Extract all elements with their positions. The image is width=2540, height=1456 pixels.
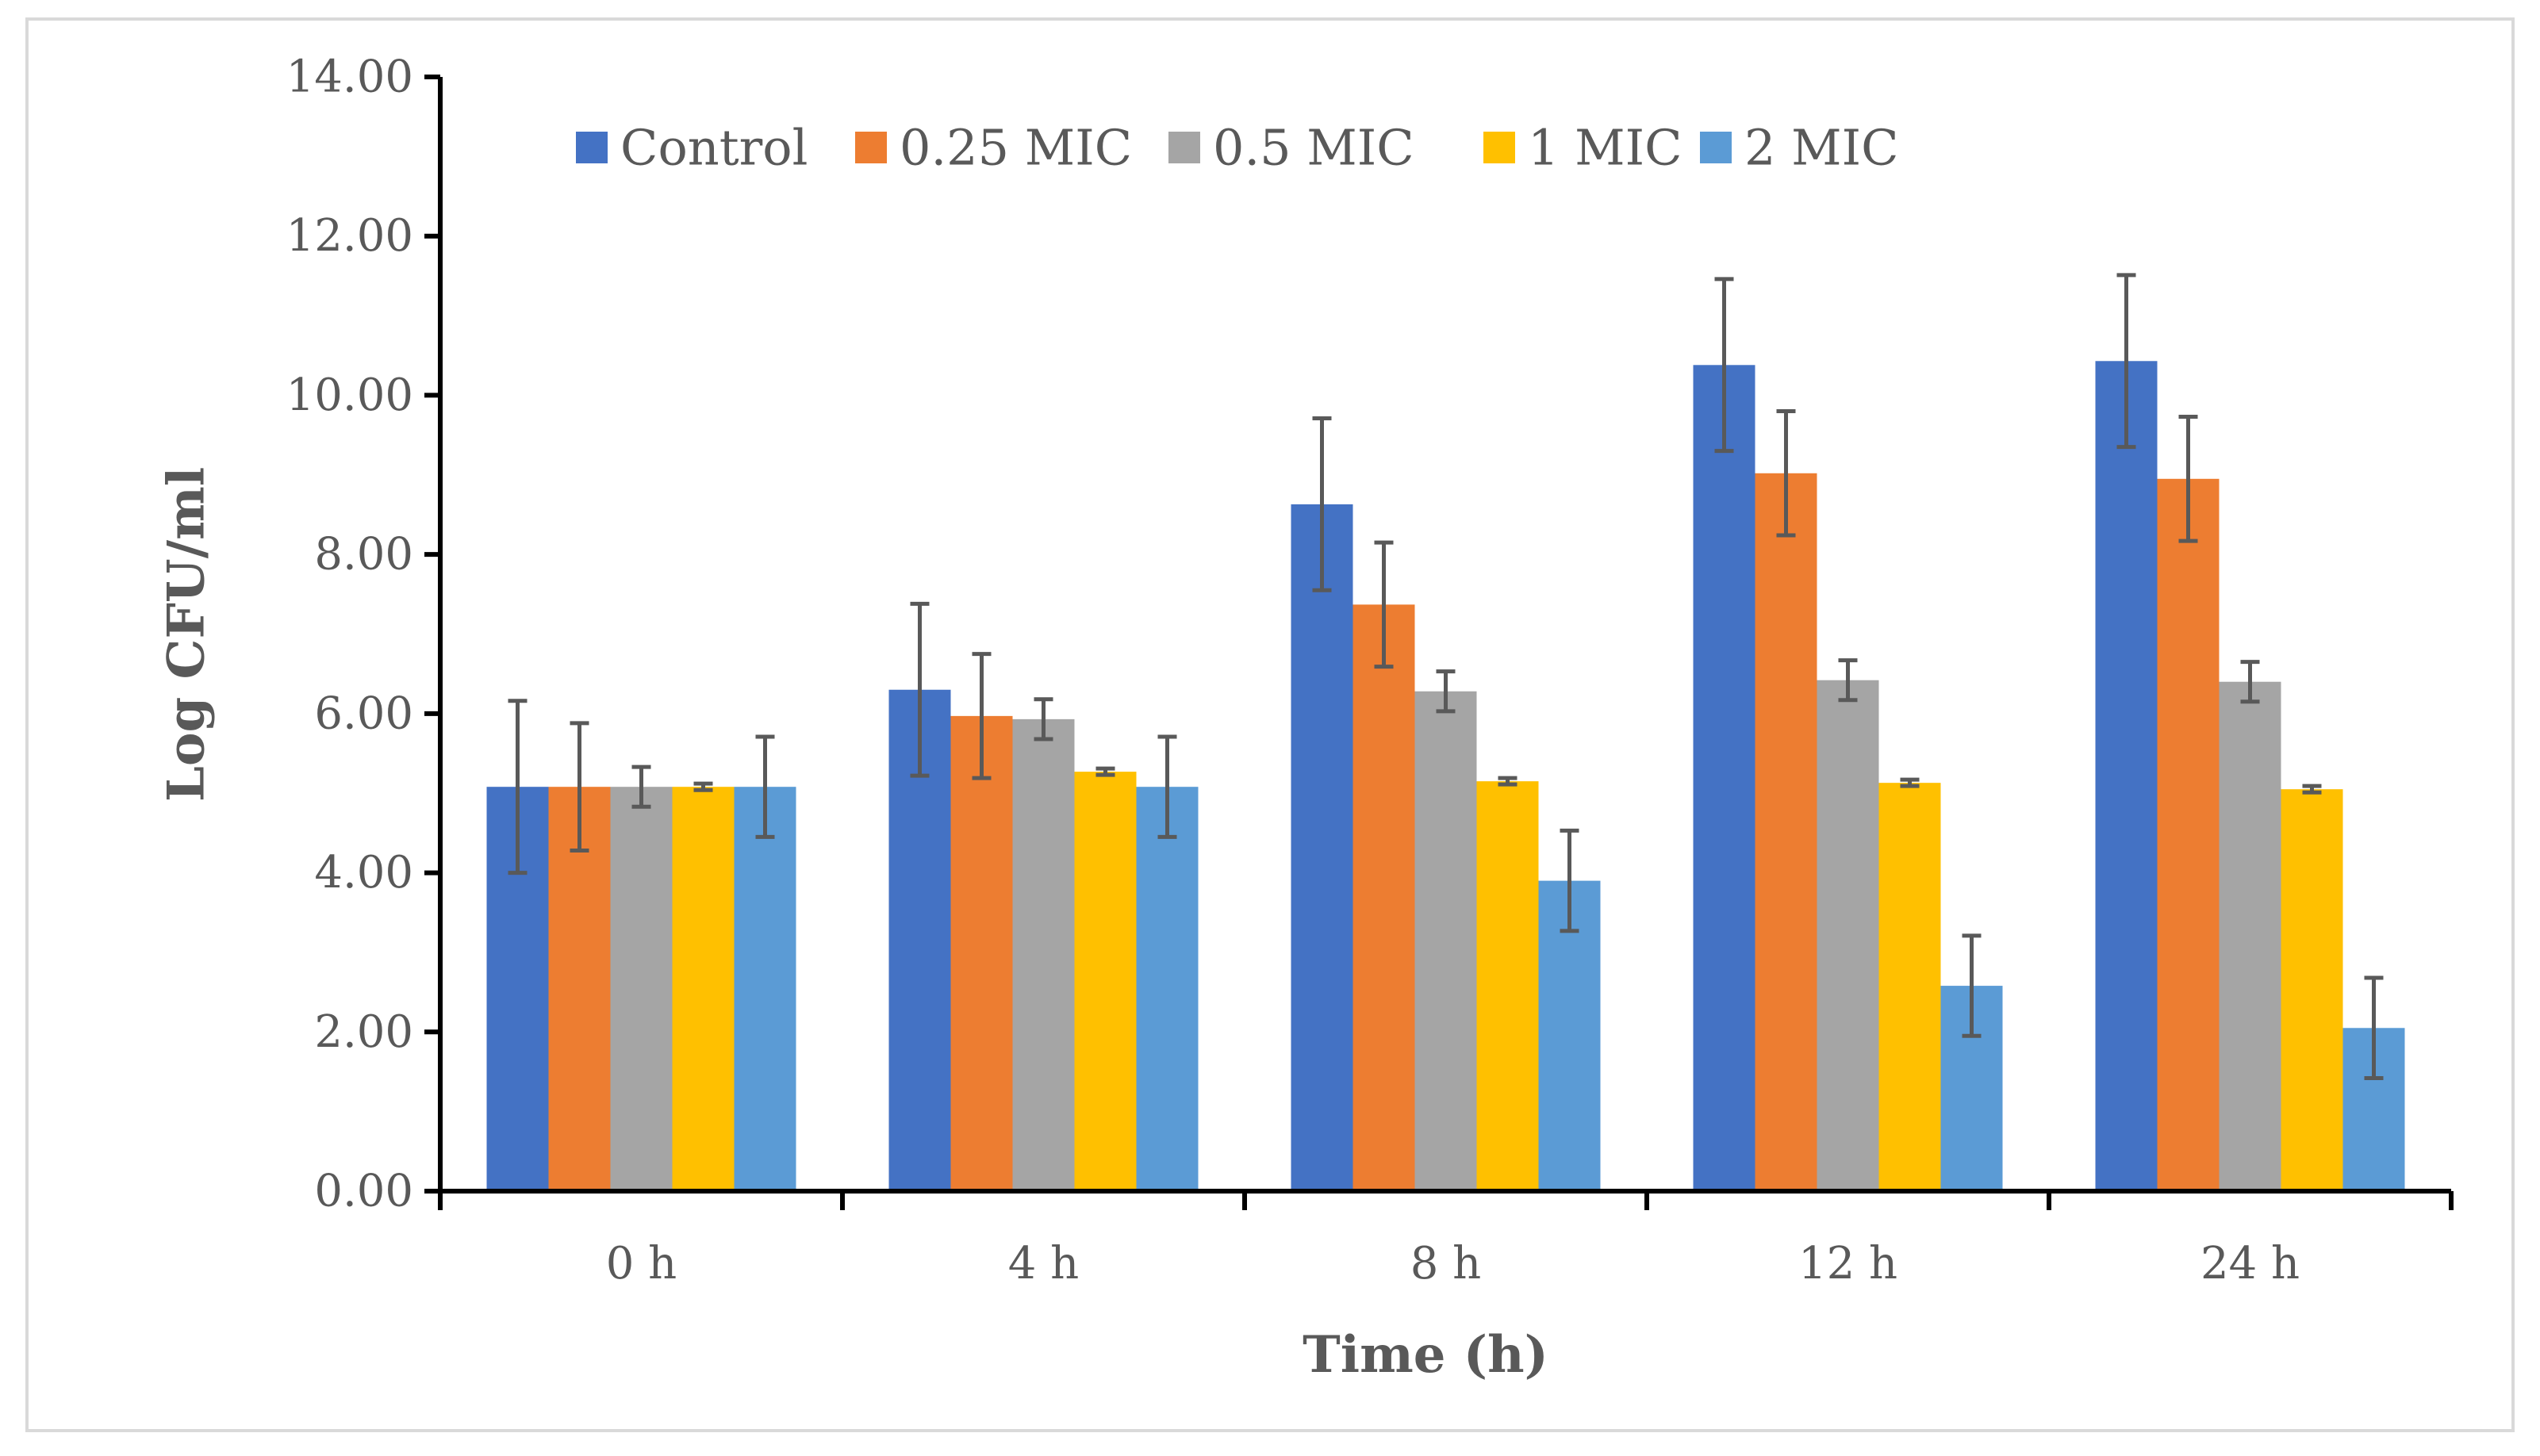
- y-tick-label-3: 6.00: [314, 688, 413, 739]
- legend-swatch-control: [576, 132, 608, 163]
- legend-item-control: Control: [576, 119, 808, 177]
- bar-1-mic-0: [672, 787, 735, 1191]
- bar-2-mic-1: [1136, 787, 1199, 1191]
- error-bar-control-1: [910, 601, 930, 778]
- y-tick-label-5: 10.00: [286, 370, 413, 421]
- bar-1-mic-2: [1476, 781, 1539, 1191]
- legend-item-1-mic: 1 MIC: [1483, 119, 1682, 177]
- legend-swatch-0-25-mic: [855, 132, 887, 163]
- x-tick-label-1: 4 h: [1008, 1238, 1080, 1289]
- error-bar-1-mic-3: [1900, 777, 1920, 788]
- y-tick-label-6: 12.00: [286, 210, 413, 262]
- error-bar-control-3: [1714, 277, 1734, 454]
- error-bar-control-4: [2116, 273, 2136, 450]
- error-bar-control-2: [1312, 416, 1332, 592]
- legend-label-0-5-mic: 0.5 MIC: [1213, 119, 1414, 177]
- error-bar-0-25-mic-2: [1374, 540, 1394, 669]
- y-tick-label-2: 4.00: [314, 847, 413, 899]
- x-tick-label-3: 12 h: [1798, 1238, 1897, 1289]
- bar-0-5-mic-3: [1817, 680, 1879, 1191]
- legend-item-0-25-mic: 0.25 MIC: [855, 119, 1132, 177]
- bar-0-25-mic-0: [548, 787, 611, 1191]
- error-bar-1-mic-4: [2302, 784, 2322, 795]
- bar-0-5-mic-4: [2219, 681, 2281, 1191]
- error-bar-1-mic-1: [1095, 766, 1115, 777]
- bar-0-25-mic-3: [1755, 473, 1817, 1191]
- error-bar-2-mic-2: [1560, 828, 1579, 933]
- error-bar-2-mic-0: [755, 734, 775, 839]
- error-bar-0-5-mic-1: [1034, 697, 1053, 741]
- error-bar-2-mic-4: [2364, 975, 2384, 1080]
- error-bar-0-25-mic-1: [972, 652, 992, 780]
- error-bar-0-5-mic-4: [2240, 660, 2260, 704]
- error-bar-1-mic-0: [693, 781, 713, 792]
- legend-swatch-2-mic: [1700, 132, 1732, 163]
- bar-control-4: [2095, 361, 2158, 1191]
- x-tick-label-2: 8 h: [1410, 1238, 1482, 1289]
- bar-0-25-mic-2: [1352, 604, 1415, 1191]
- error-bar-0-25-mic-4: [2178, 415, 2198, 543]
- legend-label-control: Control: [620, 119, 808, 177]
- legend-label-2-mic: 2 MIC: [1744, 119, 1899, 177]
- legend-item-0-5-mic: 0.5 MIC: [1168, 119, 1414, 177]
- legend-item-2-mic: 2 MIC: [1700, 119, 1899, 177]
- y-tick-label-4: 8.00: [314, 529, 413, 580]
- bar-control-2: [1291, 504, 1353, 1191]
- error-bar-0-25-mic-3: [1776, 409, 1796, 538]
- bar-1-mic-3: [1878, 783, 1941, 1191]
- x-axis-title: Time (h): [1303, 1325, 1548, 1385]
- axes-layer: [424, 75, 2454, 1210]
- error-bar-0-5-mic-3: [1838, 658, 1858, 703]
- y-axis-title: Log CFU/ml: [157, 467, 217, 802]
- error-bar-0-5-mic-0: [631, 764, 651, 809]
- x-tick-label-4: 24 h: [2200, 1238, 2300, 1289]
- legend-swatch-1-mic: [1483, 132, 1515, 163]
- error-bars-layer: [508, 273, 2384, 1080]
- x-tick-label-0: 0 h: [606, 1238, 677, 1289]
- legend-label-1-mic: 1 MIC: [1528, 119, 1682, 177]
- legend: Control 0.25 MIC 0.5 MIC 1 MIC 2 MIC: [576, 119, 1899, 177]
- y-tick-label-1: 2.00: [314, 1006, 413, 1058]
- bar-2-mic-0: [734, 787, 796, 1191]
- y-tick-label-7: 14.00: [286, 52, 413, 103]
- legend-label-0-25-mic: 0.25 MIC: [900, 119, 1132, 177]
- error-bar-2-mic-3: [1962, 933, 1982, 1038]
- error-bar-control-0: [508, 699, 528, 876]
- bar-0-5-mic-1: [1012, 718, 1075, 1191]
- bar-0-5-mic-0: [610, 787, 673, 1191]
- tick-labels-layer: 0.00 2.00 4.00 6.00 8.00 10.00 12.00 14.00 0 h 4 …: [286, 52, 2300, 1290]
- error-bar-2-mic-1: [1157, 734, 1177, 839]
- bar-0-25-mic-1: [950, 715, 1013, 1191]
- bar-1-mic-4: [2281, 789, 2343, 1191]
- legend-swatch-0-5-mic: [1168, 132, 1200, 163]
- bar-0-25-mic-4: [2157, 478, 2220, 1191]
- error-bar-1-mic-2: [1498, 776, 1517, 787]
- error-bar-0-5-mic-2: [1436, 669, 1456, 714]
- bar-1-mic-1: [1074, 772, 1137, 1191]
- bar-control-3: [1693, 365, 1755, 1191]
- error-bar-0-25-mic-0: [570, 721, 589, 853]
- bar-0-5-mic-2: [1414, 691, 1477, 1191]
- y-tick-label-0: 0.00: [314, 1166, 413, 1217]
